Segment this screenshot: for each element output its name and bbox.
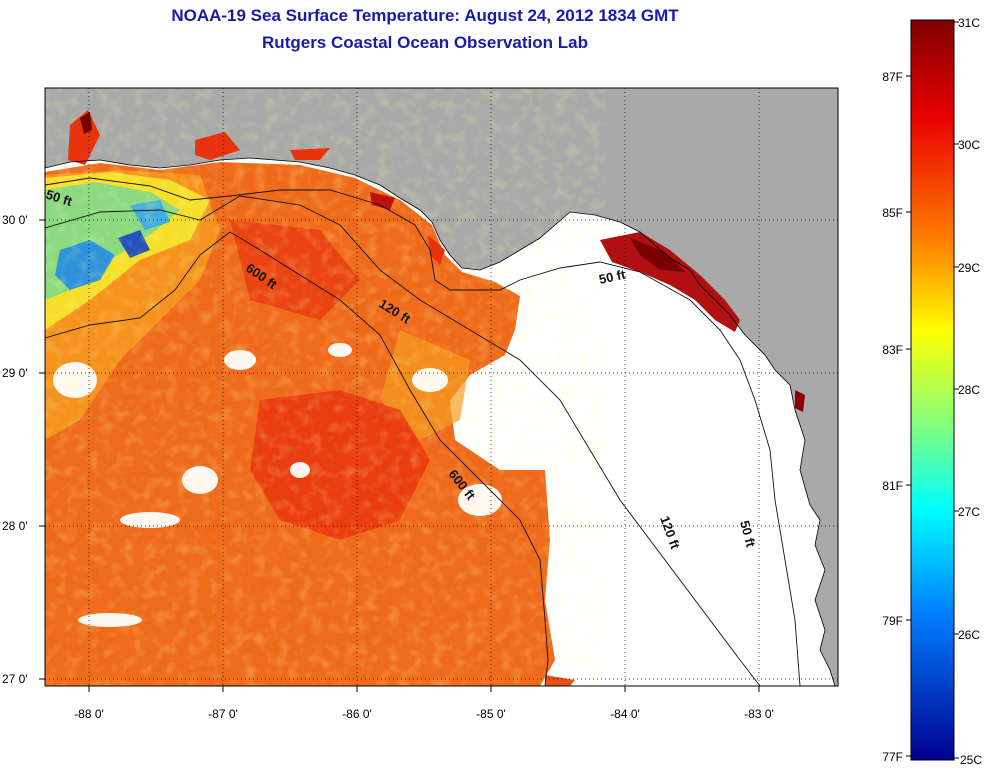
colorbar <box>910 19 955 761</box>
colorbar-celsius-label: 29C <box>958 261 980 275</box>
colorbar-celsius-label: 31C <box>958 16 980 30</box>
x-tick-label: -85 0' <box>476 707 506 721</box>
bathymetry-contours <box>45 177 801 686</box>
x-tick-label: -84 0' <box>610 707 640 721</box>
map-area: 50 ft 600 ft 120 ft 50 ft 600 ft 120 ft … <box>45 88 838 686</box>
colorbar-fahrenheit-label: 77F <box>882 750 903 764</box>
hot-spot <box>600 232 740 332</box>
colorbar-celsius-label: 26C <box>958 628 980 642</box>
map-frame <box>44 87 839 687</box>
y-tick-label: 29 0' <box>2 366 28 380</box>
colorbar-celsius-label: 28C <box>958 383 980 397</box>
map-title: NOAA-19 Sea Surface Temperature: August … <box>171 6 679 25</box>
contour-label-50ft-east: 50 ft <box>598 267 628 287</box>
colorbar-fahrenheit-label: 87F <box>882 70 903 84</box>
x-tick-label: -86 0' <box>342 707 372 721</box>
y-tick-label: 27 0' <box>2 672 28 686</box>
colorbar-fahrenheit-label: 81F <box>882 479 903 493</box>
y-tick-label: 28 0' <box>2 519 28 533</box>
colorbar-celsius-label: 30C <box>958 138 980 152</box>
colorbar-celsius-label: 27C <box>958 505 980 519</box>
map-subtitle: Rutgers Coastal Ocean Observation Lab <box>262 33 588 52</box>
colorbar-fahrenheit-label: 83F <box>882 343 903 357</box>
x-tick-label: -87 0' <box>208 707 238 721</box>
colorbar-fahrenheit-label: 79F <box>882 614 903 628</box>
colorbar-fahrenheit-label: 85F <box>882 206 903 220</box>
x-tick-label: -88 0' <box>74 707 104 721</box>
y-tick-label: 30 0' <box>2 213 28 227</box>
colorbar-celsius-label: 25C <box>960 753 982 767</box>
graticule <box>45 88 838 686</box>
contour-label-50ft-south: 50 ft <box>737 519 759 549</box>
x-tick-label: -83 0' <box>744 707 774 721</box>
